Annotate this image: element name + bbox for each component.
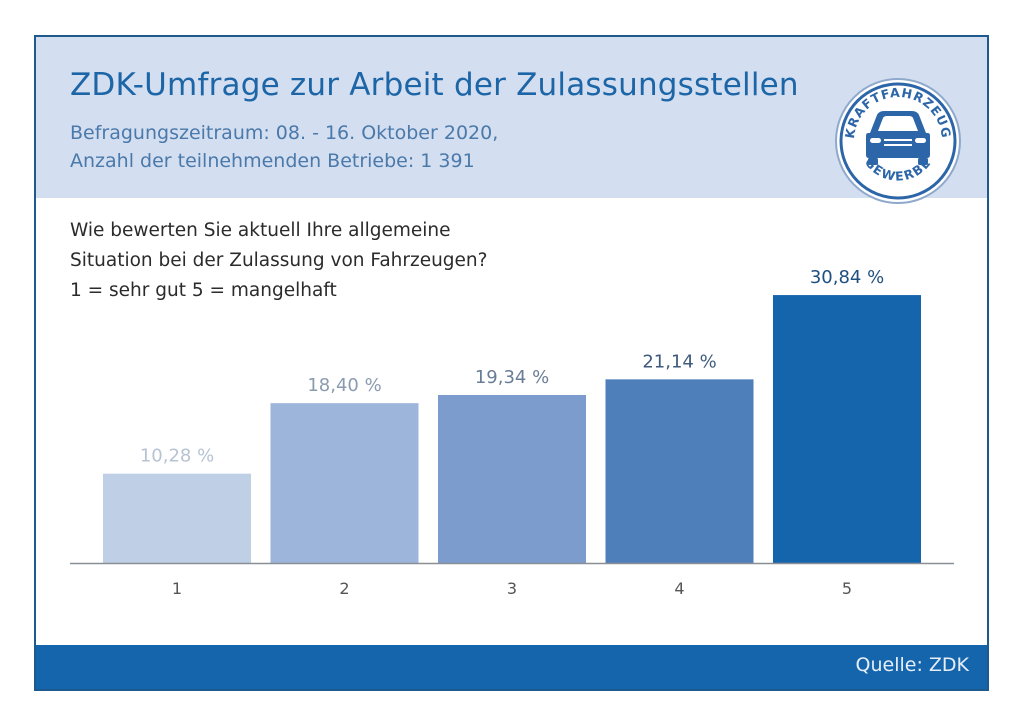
x-tick-label-1: 1 [172,579,182,598]
infographic-frame: ZDK-Umfrage zur Arbeit der Zulassungsste… [34,35,989,691]
data-label-1: 10,28 % [140,446,214,467]
x-tick-label-2: 2 [339,579,349,598]
data-label-4: 21,14 % [642,351,716,372]
data-label-5: 30,84 % [810,267,884,288]
participant-count: Anzahl der teilnehmenden Betriebe: 1 391 [70,150,475,172]
bar-2 [270,403,419,563]
car-icon [866,111,930,165]
bar-chart: 10,28 % 1 18,40 % 2 19,34 % 3 21,14 % 4 30,84 % 5 [70,267,954,598]
data-label-3: 19,34 % [475,367,549,388]
header: ZDK-Umfrage zur Arbeit der Zulassungsste… [36,37,987,204]
kfz-gewerbe-logo: KRAFTFAHRZEUG GEWERBE [835,78,961,204]
survey-period: Befragungszeitraum: 08. - 16. Oktober 20… [70,122,499,144]
rating-scale-legend: 1 = sehr gut 5 = mangelhaft [70,280,337,301]
x-tick-label-5: 5 [842,579,852,598]
page-title: ZDK-Umfrage zur Arbeit der Zulassungsste… [70,67,799,103]
x-tick-label-3: 3 [507,579,517,598]
bar-3 [438,394,586,563]
data-label-2: 18,40 % [307,375,381,396]
question-line-2: Situation bei der Zulassung von Fahrzeug… [70,250,488,271]
question-line-1: Wie bewerten Sie aktuell Ihre allgemeine [70,220,451,241]
x-tick-label-4: 4 [674,579,684,598]
bar-1 [103,473,251,563]
source-label: Quelle: ZDK [855,654,969,676]
footer-bar: Quelle: ZDK [36,645,987,689]
bar-5 [773,295,921,563]
bar-4 [605,379,754,563]
